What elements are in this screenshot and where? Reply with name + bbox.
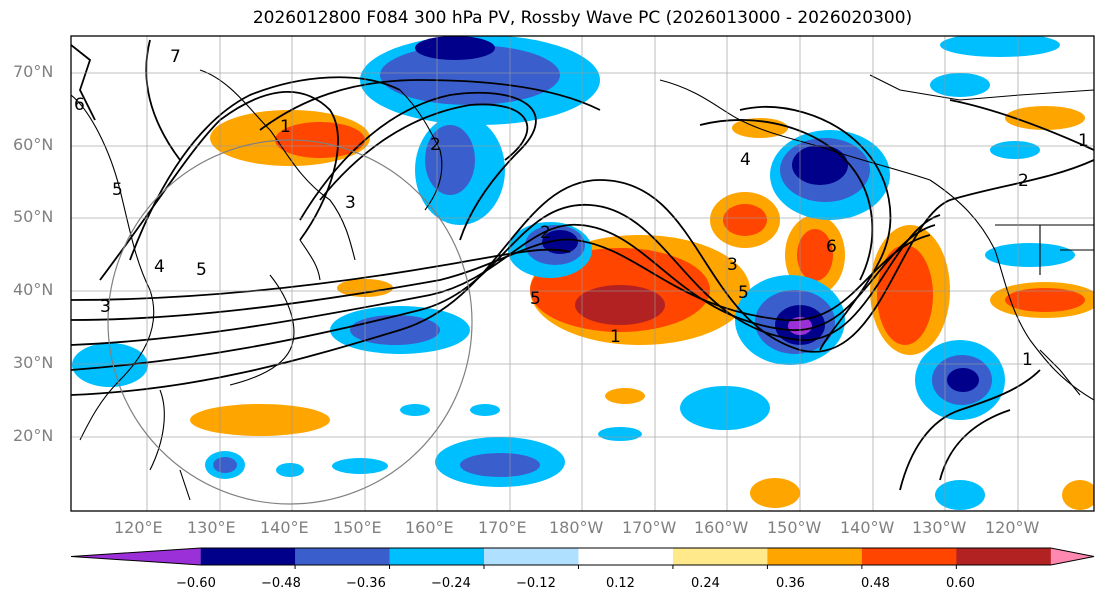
colorbar-tick-label: −0.24 bbox=[431, 576, 471, 591]
pv-contours bbox=[71, 39, 1094, 491]
contour-label: 1 bbox=[610, 327, 621, 347]
negative-anomaly-blobs bbox=[72, 36, 1075, 510]
colorbar-tick-label: 0.36 bbox=[776, 576, 805, 591]
lon-label: 120°E bbox=[114, 518, 163, 537]
contour-label: 7 bbox=[170, 47, 181, 67]
coastlines bbox=[71, 69, 1094, 501]
contour-label: 2 bbox=[1018, 171, 1029, 191]
colorbar-tick-label: −0.48 bbox=[261, 576, 301, 591]
colorbar-tick-label: −0.12 bbox=[516, 576, 556, 591]
contour-label: 2 bbox=[540, 223, 551, 243]
contour-labels: 6 7 5 4 3 5 2 1 3 3 5 6 1 2 5 1 1 4 2 bbox=[74, 47, 1089, 370]
colorbar-tick-label: 0.60 bbox=[946, 576, 975, 591]
contour-label: 5 bbox=[738, 283, 749, 303]
contour-label: 3 bbox=[727, 255, 738, 275]
lat-label: 70°N bbox=[13, 62, 54, 81]
lon-label: 140°E bbox=[260, 518, 309, 537]
contour-label: 2 bbox=[430, 135, 441, 155]
contour-label: 6 bbox=[826, 237, 837, 257]
lon-label: 180°W bbox=[549, 518, 604, 537]
lon-label: 150°W bbox=[767, 518, 822, 537]
range-circle bbox=[107, 139, 473, 505]
contour-label: 1 bbox=[280, 117, 291, 137]
contour-label: 5 bbox=[530, 289, 541, 309]
lon-label: 150°E bbox=[333, 518, 382, 537]
lon-label: 160°E bbox=[405, 518, 454, 537]
lat-label: 40°N bbox=[13, 280, 54, 299]
contour-label: 1 bbox=[1022, 350, 1033, 370]
colorbar-tick-label: 0.12 bbox=[606, 576, 635, 591]
lon-label: 170°E bbox=[478, 518, 527, 537]
colorbar-tick-label: −0.36 bbox=[346, 576, 386, 591]
contour-label: 4 bbox=[154, 257, 165, 277]
contour-label: 1 bbox=[1078, 131, 1089, 151]
lon-label: 130°W bbox=[912, 518, 967, 537]
figure-title: 2026012800 F084 300 hPa PV, Rossby Wave … bbox=[252, 8, 913, 28]
colorbar-tick-label: 0.48 bbox=[861, 576, 890, 591]
contour-label: 3 bbox=[345, 193, 356, 213]
lon-label: 140°W bbox=[840, 518, 895, 537]
lon-label: 160°W bbox=[694, 518, 749, 537]
colorbar-tick-label: −0.60 bbox=[176, 576, 216, 591]
graticule bbox=[71, 36, 1094, 511]
contour-label: 3 bbox=[100, 297, 111, 317]
map-frame bbox=[70, 35, 1095, 512]
colorbar-tick-label: 0.24 bbox=[691, 576, 720, 591]
lat-label: 20°N bbox=[13, 426, 54, 445]
lon-label: 170°W bbox=[622, 518, 677, 537]
lon-label: 120°W bbox=[985, 518, 1040, 537]
contour-label: 5 bbox=[196, 260, 207, 280]
contour-label: 4 bbox=[740, 150, 751, 170]
lat-label: 60°N bbox=[13, 135, 54, 154]
lon-label: 130°E bbox=[187, 518, 236, 537]
contour-label: 5 bbox=[112, 180, 123, 200]
lat-label: 50°N bbox=[13, 207, 54, 226]
contour-label: 6 bbox=[74, 95, 85, 115]
lat-label: 30°N bbox=[13, 353, 54, 372]
